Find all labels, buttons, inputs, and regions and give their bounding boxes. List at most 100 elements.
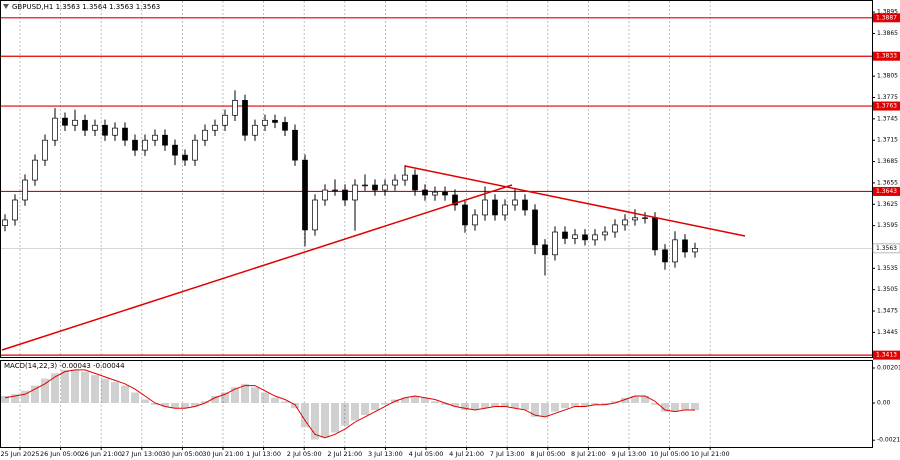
candle-body bbox=[172, 144, 178, 156]
candle-body bbox=[2, 219, 8, 226]
candle-body bbox=[162, 134, 168, 146]
x-tick-label: 10 Jul 05:00 bbox=[650, 450, 689, 458]
candle-body bbox=[182, 154, 188, 161]
candle-body bbox=[72, 119, 78, 126]
macd-y-tick-label: -0.00214 bbox=[877, 437, 900, 444]
y-tick-label: 1.3595 bbox=[877, 222, 898, 229]
candle-body bbox=[292, 129, 298, 161]
candle-body bbox=[432, 191, 438, 196]
candle-body bbox=[472, 214, 478, 226]
candle-body bbox=[562, 231, 568, 239]
candle-body bbox=[242, 100, 248, 136]
candle-body bbox=[492, 199, 498, 216]
candle-body bbox=[532, 209, 538, 246]
candle-body bbox=[502, 204, 508, 216]
candle-body bbox=[512, 199, 518, 206]
candle-body bbox=[122, 127, 128, 141]
last-price-box bbox=[872, 243, 900, 254]
candle-body bbox=[142, 139, 148, 151]
candle-body bbox=[582, 234, 588, 241]
candle-body bbox=[552, 231, 558, 256]
y-tick-label: 1.3745 bbox=[877, 115, 898, 122]
candle-body bbox=[132, 139, 138, 151]
y-tick-label: 1.3895 bbox=[877, 9, 898, 16]
x-tick-label: 26 Jun 05:00 bbox=[40, 450, 81, 458]
candle-body bbox=[682, 239, 688, 253]
candle-body bbox=[372, 184, 378, 191]
resistance-trendline bbox=[404, 165, 746, 237]
x-tick-label: 4 Jul 21:00 bbox=[449, 450, 484, 458]
macd-panel bbox=[0, 360, 873, 448]
candle-body bbox=[192, 139, 198, 161]
x-tick-label: 27 Jun 13:00 bbox=[121, 450, 162, 458]
candle-body bbox=[222, 114, 228, 126]
candle-body bbox=[322, 189, 328, 201]
candle-body bbox=[342, 189, 348, 201]
candle-body bbox=[272, 119, 278, 123]
candle-body bbox=[302, 159, 308, 231]
x-tick-label: 10 Jul 21:00 bbox=[691, 450, 730, 458]
x-tick-label: 2 Jul 05:00 bbox=[287, 450, 322, 458]
macd-signal-line bbox=[4, 369, 695, 439]
candle-body bbox=[282, 122, 288, 131]
chart-title: GBPUSD,H1 1.3563 1.3564 1.3563 1.3563 bbox=[12, 3, 160, 11]
y-tick-label: 1.3805 bbox=[877, 73, 898, 80]
candle-body bbox=[652, 217, 658, 251]
x-tick-label: 1 Jul 13:00 bbox=[246, 450, 281, 458]
candle-body bbox=[102, 124, 108, 136]
y-tick-label: 1.3685 bbox=[877, 158, 898, 165]
candle-body bbox=[602, 231, 608, 236]
candle-body bbox=[152, 134, 158, 141]
candle-body bbox=[462, 204, 468, 226]
level-label: 1.3413 bbox=[876, 352, 897, 359]
level-label: 1.3643 bbox=[876, 188, 897, 195]
candle-body bbox=[12, 199, 18, 221]
candle-body bbox=[402, 174, 408, 181]
candle-body bbox=[612, 224, 618, 233]
candle-body bbox=[252, 124, 258, 136]
y-tick-label: 1.3535 bbox=[877, 265, 898, 272]
level-label-box bbox=[873, 51, 900, 61]
level-label: 1.3887 bbox=[876, 14, 897, 21]
candle-body bbox=[62, 117, 68, 126]
y-tick-label: 1.3505 bbox=[877, 286, 898, 293]
x-tick-label: 2 Jul 21:00 bbox=[327, 450, 362, 458]
candle-body bbox=[412, 174, 418, 191]
y-tick-label: 1.3625 bbox=[877, 201, 898, 208]
price-panel bbox=[0, 0, 873, 358]
candle-body bbox=[312, 199, 318, 231]
level-label: 1.3763 bbox=[876, 103, 897, 110]
candle-body bbox=[392, 179, 398, 186]
x-tick-label: 8 Jul 05:00 bbox=[530, 450, 565, 458]
candle-body bbox=[212, 124, 218, 131]
candle-body bbox=[692, 248, 698, 253]
candle-body bbox=[202, 129, 208, 141]
y-tick-label: 1.3865 bbox=[877, 30, 898, 37]
x-tick-label: 3 Jul 13:00 bbox=[368, 450, 403, 458]
candle-body bbox=[482, 199, 488, 216]
candle-body bbox=[82, 119, 88, 131]
x-tick-label: 4 Jul 05:00 bbox=[409, 450, 444, 458]
candle-body bbox=[662, 249, 668, 263]
candle-body bbox=[22, 179, 28, 201]
macd-title: MACD(14,22,3) -0.00043 -0.00044 bbox=[4, 362, 125, 370]
candle-body bbox=[672, 239, 678, 263]
candle-body bbox=[622, 219, 628, 226]
candle-body bbox=[382, 184, 388, 191]
candle-body bbox=[632, 217, 638, 221]
candle-body bbox=[262, 119, 268, 126]
y-tick-label: 1.3475 bbox=[877, 308, 898, 315]
candle-body bbox=[522, 199, 528, 211]
macd-y-tick-label: 0.00 bbox=[877, 399, 891, 406]
x-tick-label: 25 Jun 2025 bbox=[0, 450, 39, 458]
y-tick-label: 1.3715 bbox=[877, 137, 898, 144]
x-tick-label: 30 Jun 21:00 bbox=[202, 450, 243, 458]
level-label-box bbox=[873, 186, 900, 196]
candle-body bbox=[232, 100, 238, 116]
candle-body bbox=[52, 117, 58, 141]
candle-body bbox=[362, 184, 368, 187]
candle-body bbox=[592, 234, 598, 241]
last-price-label: 1.3563 bbox=[876, 245, 897, 252]
level-label-box bbox=[873, 13, 900, 23]
